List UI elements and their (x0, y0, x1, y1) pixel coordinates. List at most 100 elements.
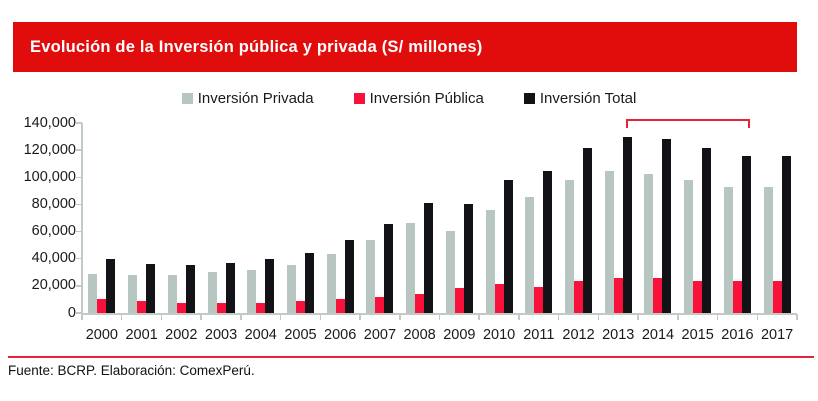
x-axis-label-2016: 2016 (721, 327, 754, 343)
y-axis-tick (76, 285, 82, 287)
bar-publica-2008 (415, 294, 425, 313)
x-axis-label-2003: 2003 (204, 327, 238, 343)
x-axis-tick (279, 314, 282, 320)
highlight-bracket-annotation (626, 119, 751, 128)
x-axis-label-2015: 2015 (681, 327, 714, 343)
bar-privada-2006 (326, 253, 336, 313)
bar-total-2013 (622, 136, 632, 313)
x-axis-tick (518, 314, 520, 320)
bar-privada-2014 (644, 173, 654, 313)
x-axis-label-2012: 2012 (562, 327, 595, 343)
x-axis-label-2000: 2000 (85, 327, 118, 343)
x-axis-label-2009: 2009 (443, 327, 476, 343)
header-bar: Evolución de la Inversión pública y priv… (13, 22, 797, 72)
y-axis-tick (76, 149, 82, 151)
bar-total-2011 (543, 171, 553, 313)
x-axis-label-2006: 2006 (324, 327, 357, 343)
bar-total-2014 (662, 138, 672, 313)
bar-privada-2002 (167, 275, 177, 313)
bar-total-2005 (304, 252, 314, 313)
y-axis-tick (76, 230, 82, 233)
y-axis-tick-label: 20,000 (31, 277, 76, 294)
x-axis-label-2004: 2004 (244, 327, 277, 343)
legend-swatch-privada-icon (181, 93, 193, 104)
x-axis-label-2017: 2017 (760, 327, 794, 343)
bar-publica-2017 (772, 281, 782, 313)
x-axis-tick (557, 314, 560, 320)
x-axis-tick (637, 314, 639, 320)
bar-publica-2009 (454, 287, 464, 313)
x-axis-tick (160, 314, 163, 320)
y-axis-tick-label: 40,000 (31, 250, 76, 267)
bar-privada-2012 (565, 180, 575, 313)
bar-privada-2010 (485, 209, 495, 313)
bar-total-2003 (225, 262, 235, 313)
bar-publica-2012 (574, 281, 584, 313)
bar-publica-2000 (97, 298, 107, 313)
x-axis-tick (597, 314, 600, 320)
bar-total-2007 (384, 224, 394, 313)
y-axis-line (81, 123, 83, 314)
bar-privada-2016 (723, 186, 733, 313)
y-axis-tick (76, 312, 82, 314)
legend-item-total: Inversión Total (523, 90, 637, 107)
x-axis-label-2008: 2008 (403, 327, 436, 343)
y-axis-tick (76, 122, 82, 124)
legend-label-total: Inversión Total (539, 90, 637, 107)
bar-total-2006 (344, 240, 354, 313)
y-axis-tick-label: 60,000 (31, 223, 76, 240)
x-axis-tick (756, 314, 759, 320)
x-axis-tick (81, 314, 83, 320)
x-axis-label-2002: 2002 (165, 327, 198, 343)
bar-publica-2002 (176, 302, 186, 313)
bar-publica-2005 (295, 301, 305, 313)
bar-publica-2016 (732, 281, 742, 313)
y-axis-tick-label: 0 (67, 304, 76, 321)
legend-swatch-publica-icon (353, 93, 365, 104)
x-axis-line (82, 313, 797, 315)
y-axis-tick-label: 120,000 (23, 141, 76, 158)
x-axis-tick (399, 314, 401, 320)
x-axis-tick (200, 314, 202, 320)
x-axis-label-2014: 2014 (641, 327, 675, 343)
bar-privada-2004 (247, 269, 257, 313)
y-axis-tick (76, 203, 82, 206)
page-title: Evolución de la Inversión pública y priv… (30, 37, 483, 56)
legend-label-privada: Inversión Privada (197, 90, 314, 107)
bar-publica-2001 (137, 301, 147, 313)
x-axis-tick (677, 314, 679, 320)
bar-privada-2013 (604, 170, 614, 313)
bar-privada-2015 (684, 180, 694, 313)
legend-label-publica: Inversión Pública (369, 90, 484, 107)
bar-total-2004 (265, 259, 275, 313)
bar-publica-2004 (256, 302, 266, 313)
x-axis-label-2011: 2011 (523, 327, 555, 343)
x-axis-label-2007: 2007 (363, 327, 397, 343)
bar-publica-2007 (375, 297, 385, 313)
x-axis-label-2010: 2010 (482, 327, 516, 343)
x-axis-label-2001: 2001 (125, 327, 158, 343)
legend-swatch-total-icon (523, 93, 535, 104)
bar-privada-2008 (406, 222, 416, 313)
bar-total-2000 (106, 258, 116, 313)
y-axis-tick (76, 176, 82, 179)
x-axis-tick (319, 314, 322, 320)
bar-total-2008 (424, 203, 434, 313)
bar-publica-2006 (335, 298, 345, 313)
x-axis-tick (240, 314, 242, 320)
bar-publica-2011 (534, 286, 544, 313)
bar-publica-2003 (216, 302, 226, 313)
y-axis-tick-label: 80,000 (31, 195, 76, 212)
bar-privada-2000 (88, 273, 98, 313)
x-axis-tick (438, 314, 441, 320)
chart-legend: Inversión Privada Inversión Pública Inve… (0, 90, 818, 107)
bar-privada-2007 (366, 240, 376, 313)
bar-total-2012 (583, 148, 593, 313)
x-axis-tick (478, 314, 480, 320)
legend-item-privada: Inversión Privada (181, 90, 314, 107)
y-axis-tick-label: 100,000 (23, 168, 76, 185)
bar-total-2010 (503, 180, 513, 313)
x-axis-tick (716, 314, 719, 320)
